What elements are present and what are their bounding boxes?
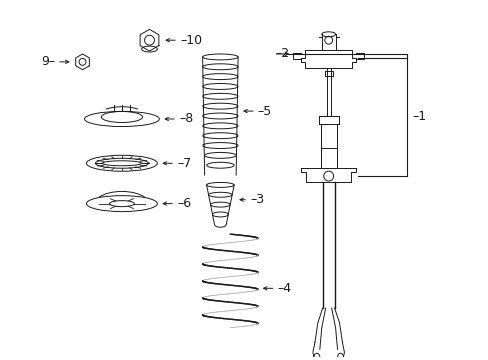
Text: –3: –3: [249, 193, 264, 206]
Text: –5: –5: [257, 105, 271, 118]
Text: –2: –2: [275, 48, 289, 60]
Text: –10: –10: [180, 34, 202, 47]
Text: 9–: 9–: [41, 55, 55, 68]
Text: –8: –8: [179, 112, 193, 125]
Text: –7: –7: [177, 157, 191, 170]
Text: –6: –6: [177, 197, 191, 210]
Text: –1: –1: [411, 111, 426, 123]
Text: –4: –4: [277, 282, 291, 295]
